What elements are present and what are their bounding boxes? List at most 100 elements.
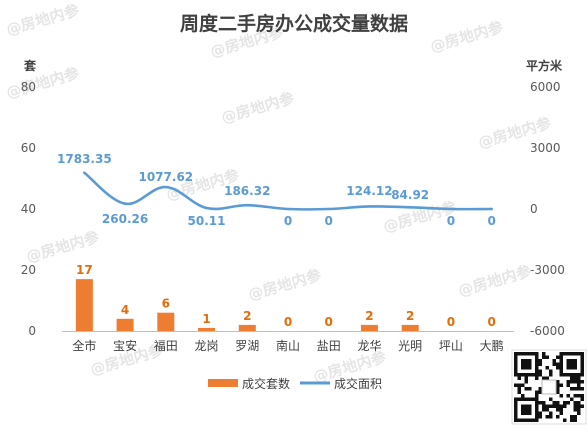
line-point (368, 205, 371, 208)
line-point (408, 206, 412, 209)
qr-module (559, 408, 563, 412)
bar-data-label: 4 (121, 303, 129, 317)
qr-module (545, 355, 549, 359)
bar-data-label: 2 (365, 309, 373, 323)
right-axis-tick: 0 (530, 202, 538, 216)
line-point (205, 206, 208, 210)
qr-module (570, 376, 574, 380)
qr-module (517, 387, 521, 391)
qr-finder-core (566, 359, 577, 370)
qr-module (521, 383, 525, 387)
line-data-label: 0 (487, 214, 495, 228)
left-axis-unit: 套 (23, 58, 37, 73)
qr-module (577, 376, 581, 380)
qr-module (545, 366, 549, 370)
qr-module (535, 390, 539, 394)
line-data-label: 1077.62 (138, 170, 193, 184)
qr-module (538, 411, 542, 415)
watermark-text: @房地内参 (246, 266, 324, 304)
right-axis-unit: 平方米 (526, 58, 563, 73)
category-label: 龙岗 (195, 339, 219, 353)
category-label: 福田 (154, 338, 178, 353)
category-label: 坪山 (439, 339, 463, 353)
left-axis-tick: 80 (21, 80, 36, 94)
line-data-label: 186.32 (224, 184, 270, 198)
qr-module (549, 404, 553, 408)
bar (238, 324, 256, 331)
watermark-text: @房地内参 (4, 64, 82, 102)
bar (116, 318, 134, 331)
line-data-label: 260.26 (102, 212, 148, 226)
category-label: 南山 (276, 338, 300, 353)
line-data-label: 1783.35 (57, 152, 112, 166)
bar (360, 324, 378, 331)
qr-module (580, 394, 584, 398)
line-point (490, 207, 493, 211)
qr-module (556, 408, 560, 412)
category-label: 大鹏 (480, 339, 504, 353)
qr-module (570, 397, 574, 401)
qr-module (577, 404, 581, 408)
qr-module (552, 362, 556, 366)
line-point (83, 171, 86, 174)
category-label: 盐田 (317, 339, 341, 353)
qr-module (545, 408, 549, 412)
qr-module (580, 380, 584, 384)
qr-module (566, 394, 570, 398)
qr-finder-core (521, 404, 532, 415)
watermark-text: @房地内参 (456, 262, 534, 300)
qr-module (573, 376, 577, 380)
qr-module (517, 383, 521, 387)
qr-module (577, 380, 581, 384)
line-data-label: 84.92 (391, 188, 429, 202)
legend-swatch-bar (208, 379, 238, 387)
qr-module (524, 376, 528, 380)
qr-module (566, 383, 570, 387)
qr-logo (541, 379, 557, 395)
qr-finder-core (521, 359, 532, 370)
left-axis-tick: 20 (21, 263, 36, 277)
qr-module (538, 415, 542, 419)
qr-module (556, 390, 560, 394)
qr-code (511, 349, 587, 425)
qr-module (566, 401, 570, 405)
qr-module (521, 394, 525, 398)
category-label: 龙华 (357, 339, 381, 353)
left-axis-tick: 0 (28, 324, 36, 338)
bar-data-label: 0 (487, 315, 495, 329)
bar (401, 324, 419, 331)
qr-module (538, 359, 542, 363)
qr-module (538, 362, 542, 366)
line-point (286, 207, 290, 211)
qr-module (556, 366, 560, 370)
bar-series (75, 279, 419, 331)
qr-module (535, 376, 539, 380)
qr-module (556, 401, 560, 405)
line-data-label: 124.12 (346, 184, 392, 198)
qr-module (577, 387, 581, 391)
qr-module (556, 362, 560, 366)
qr-module (535, 394, 539, 398)
data-labels: 17 4 6 1 2 0 0 2 2 0 0 1783.35 260.26 1077.62 50.11 186… (57, 152, 496, 329)
category-label: 罗湖 (235, 338, 259, 353)
qr-module (538, 387, 542, 391)
legend-label: 成交套数 (242, 376, 290, 391)
qr-module (542, 376, 546, 380)
qr-module (524, 387, 528, 391)
bar-data-label: 1 (202, 312, 210, 326)
line-series (83, 171, 493, 211)
line-data-label: 0 (325, 214, 333, 228)
bar-data-label: 0 (447, 315, 455, 329)
qr-module (573, 404, 577, 408)
qr-module (570, 415, 574, 419)
qr-module (563, 418, 567, 422)
bar-data-label: 0 (325, 315, 333, 329)
line-point (327, 207, 330, 211)
qr-module (570, 418, 574, 422)
category-label: 全市 (72, 338, 96, 353)
qr-module (577, 401, 581, 405)
qr-module (566, 380, 570, 384)
line-point (123, 202, 127, 205)
